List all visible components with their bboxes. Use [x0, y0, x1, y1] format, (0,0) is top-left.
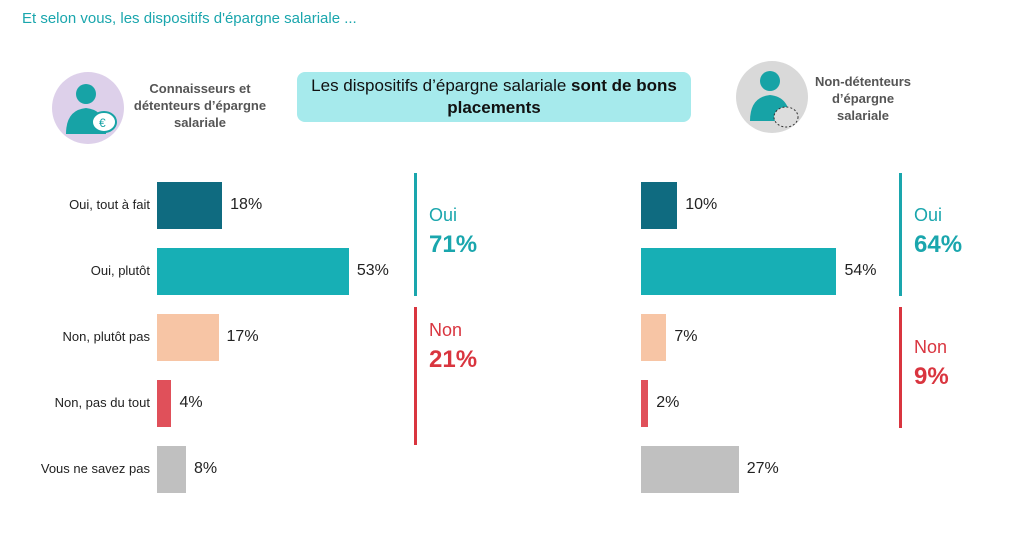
- title-bold: sont de bons placements: [447, 76, 677, 117]
- svg-text:€: €: [99, 116, 106, 130]
- oui-bracket-line: [414, 173, 417, 296]
- holder-avatar-icon: €: [52, 72, 124, 144]
- value-label: 10%: [685, 196, 718, 213]
- segment-label-holders: Connaisseurs et détenteurs d’épargne sal…: [133, 81, 267, 130]
- non-group-total: 9%: [914, 363, 949, 390]
- category-label: Oui, tout à fait: [69, 197, 150, 212]
- category-label: Vous ne savez pas: [40, 461, 150, 476]
- non-group-total: 21%: [429, 346, 478, 373]
- bar: [641, 446, 739, 493]
- category-label: Non, plutôt pas: [62, 329, 150, 344]
- value-label: 7%: [674, 328, 698, 345]
- bar: [157, 380, 172, 427]
- bar: [157, 446, 186, 493]
- value-label: 18%: [230, 196, 263, 213]
- value-label: 2%: [656, 394, 680, 411]
- non-group-label: Non: [429, 320, 463, 340]
- bar: [157, 248, 349, 295]
- category-label: Non, pas du tout: [54, 395, 150, 410]
- oui-group-label: Oui: [429, 205, 458, 225]
- title-normal: Les dispositifs d’épargne salariale: [311, 76, 572, 95]
- non-group-label: Non: [914, 337, 948, 357]
- bar: [157, 314, 219, 361]
- oui-group-label: Oui: [914, 205, 943, 225]
- value-label: 27%: [746, 460, 779, 477]
- oui-group-total: 64%: [914, 231, 963, 258]
- value-label: 17%: [226, 328, 259, 345]
- bar: [157, 182, 223, 229]
- segment-label-non-holders: Non-détenteurs d’épargne salariale: [814, 74, 912, 123]
- non-holder-avatar-icon: [736, 61, 808, 133]
- category-label: Oui, plutôt: [90, 263, 150, 278]
- value-label: 54%: [844, 262, 877, 279]
- bar: [641, 248, 837, 295]
- value-label: 53%: [356, 262, 389, 279]
- bar: [641, 182, 678, 229]
- non-bracket-line: [899, 307, 902, 428]
- value-label: 8%: [193, 460, 218, 477]
- value-label: 4%: [179, 394, 203, 411]
- chart-title: Les dispositifs d’épargne salariale sont…: [297, 72, 691, 122]
- oui-bracket-line: [899, 173, 902, 296]
- bar: [641, 380, 649, 427]
- subtitle: Et selon vous, les dispositifs d'épargne…: [22, 10, 357, 27]
- oui-group-total: 71%: [429, 231, 478, 258]
- bar: [641, 314, 667, 361]
- non-bracket-line: [414, 307, 417, 445]
